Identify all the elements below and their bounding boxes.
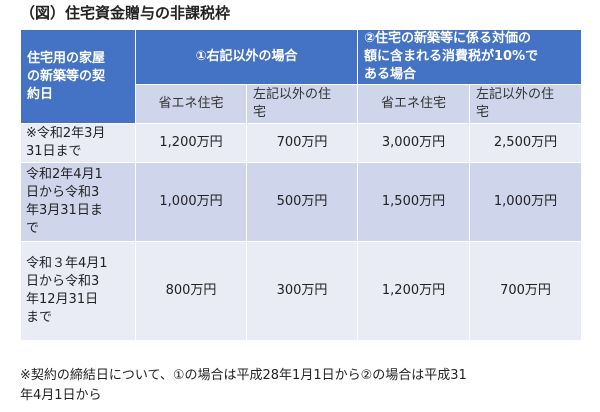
subheader-g1-energy-saving: 省エネ住宅 xyxy=(135,84,247,124)
header-group-2-line: ②住宅の新築等に係る対価の xyxy=(364,31,532,46)
cell-value: 1,000万円 xyxy=(135,162,247,242)
row-label-line: 年3月31日ま xyxy=(26,203,103,218)
cell-value: 500万円 xyxy=(245,162,359,242)
row-label-line: 令和３年4月1 xyxy=(26,256,108,271)
header-contract-date-line: 住宅用の家屋 xyxy=(27,50,106,66)
cell-value: 2,500万円 xyxy=(469,123,583,163)
subheader-g1-other: 左記以外の住 宅 xyxy=(245,84,359,124)
cell-value: 1,200万円 xyxy=(135,123,247,163)
cell-value: 700万円 xyxy=(245,123,359,163)
subheader-g1-other-line: 宅 xyxy=(253,105,267,120)
row-label-line: 31日まで xyxy=(26,144,82,159)
row-label-line: 令和2年4月1 xyxy=(26,167,103,182)
row-label-line: 年12月31日 xyxy=(26,292,99,307)
row-label: 令和2年4月1 日から令和3 年3月31日ま で xyxy=(20,162,136,242)
subheader-g2-other-line: 宅 xyxy=(476,105,490,120)
header-contract-date-line: 約日 xyxy=(27,86,54,102)
table-row: 令和３年4月1 日から令和3 年12月31日 まで 800万円 300万円 1,… xyxy=(20,241,583,341)
cell-value: 800万円 xyxy=(135,241,247,341)
header-contract-date: 住宅用の家屋 の新築等の契 約日 xyxy=(20,29,136,124)
row-label: 令和３年4月1 日から令和3 年12月31日 まで xyxy=(20,241,136,341)
cell-value: 700万円 xyxy=(469,241,583,341)
row-label-line: ※令和2年3月 xyxy=(26,126,106,141)
cell-value: 1,500万円 xyxy=(357,162,471,242)
page-title: （図）住宅資金贈与の非課税枠 xyxy=(20,4,231,22)
row-label-line: 日から令和3 xyxy=(26,185,100,200)
subheader-g2-other-line: 左記以外の住 xyxy=(476,87,555,102)
subheader-g1-other-line: 左記以外の住 xyxy=(253,87,332,102)
row-label: ※令和2年3月 31日まで xyxy=(20,123,136,163)
cell-value: 1,200万円 xyxy=(357,241,471,341)
header-group-2-line: ある場合 xyxy=(364,67,417,82)
table-row: 令和2年4月1 日から令和3 年3月31日ま で 1,000万円 500万円 1… xyxy=(20,162,583,242)
cell-value: 300万円 xyxy=(245,241,359,341)
footnote-line: ※契約の締結日について、①の場合は平成28年1月1日から②の場合は平成31 xyxy=(20,368,467,383)
subheader-g2-other: 左記以外の住 宅 xyxy=(469,84,583,124)
footnote: ※契約の締結日について、①の場合は平成28年1月1日から②の場合は平成31 年4… xyxy=(20,366,580,406)
subheader-g2-energy-saving: 省エネ住宅 xyxy=(357,84,471,124)
header-group-1: ①右記以外の場合 xyxy=(134,29,359,85)
cell-value: 3,000万円 xyxy=(357,123,471,163)
footnote-line: 年4月1日から xyxy=(20,388,102,403)
header-group-2: ②住宅の新築等に係る対価の 額に含まれる消費税が10%で ある場合 xyxy=(357,29,583,85)
table-row: ※令和2年3月 31日まで 1,200万円 700万円 3,000万円 2,50… xyxy=(20,123,583,163)
cell-value: 1,000万円 xyxy=(469,162,583,242)
header-group-2-line: 額に含まれる消費税が10%で xyxy=(364,49,539,64)
row-label-line: 日から令和3 xyxy=(26,274,100,289)
row-label-line: で xyxy=(26,221,40,236)
header-contract-date-line: の新築等の契 xyxy=(27,68,106,84)
row-label-line: まで xyxy=(26,310,53,325)
tax-exemption-table: 住宅用の家屋 の新築等の契 約日 ①右記以外の場合 ②住宅の新築等に係る対価の … xyxy=(20,29,583,341)
